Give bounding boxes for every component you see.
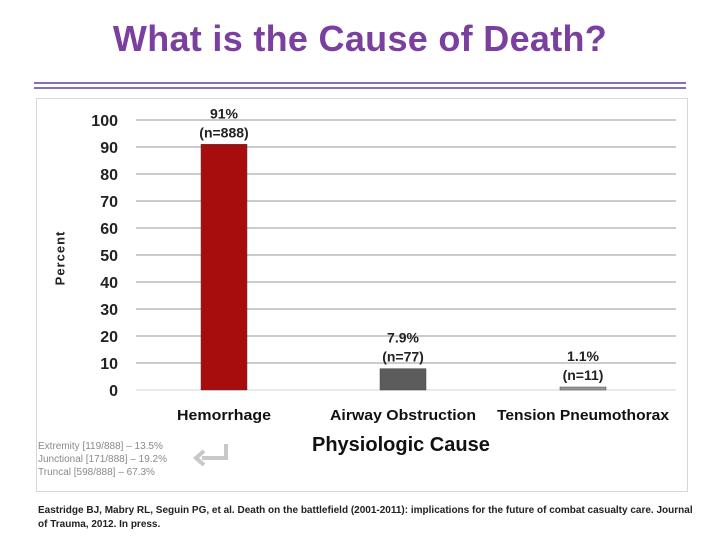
x-category-label: Airway Obstruction [330, 407, 476, 424]
x-category-label: Hemorrhage [177, 407, 271, 424]
y-tick-label: 0 [109, 383, 118, 400]
note-line-junctional: Junctional [171/888] – 19.2% [38, 454, 167, 465]
y-tick-label: 50 [100, 248, 118, 265]
y-tick-label: 20 [100, 329, 118, 346]
data-label: 1.1% [567, 348, 599, 364]
y-tick-label: 100 [91, 113, 118, 130]
bar-hemorrhage [200, 144, 248, 391]
y-tick-label: 40 [100, 275, 118, 292]
note-line-truncal: Truncal [598/888] – 67.3% [38, 467, 155, 478]
y-tick-label: 60 [100, 221, 118, 238]
y-tick-label: 80 [100, 167, 118, 184]
y-tick-label: 10 [100, 356, 118, 373]
title-divider [34, 87, 686, 89]
data-label: 91% [210, 105, 239, 121]
slide-title: What is the Cause of Death? [112, 18, 608, 59]
x-axis-title: Physiologic Cause [312, 434, 490, 456]
bar-tension-pneumothorax [559, 386, 607, 391]
title-divider [34, 82, 686, 84]
y-tick-label: 30 [100, 302, 118, 319]
data-label: (n=11) [563, 367, 604, 383]
data-label: 7.9% [387, 330, 419, 346]
data-label: (n=888) [199, 124, 248, 140]
y-axis-title: Percent [52, 230, 68, 286]
citation: Eastridge BJ, Mabry RL, Seguin PG, et al… [38, 505, 693, 530]
y-tick-label: 90 [100, 140, 118, 157]
bar-airway-obstruction [379, 368, 427, 391]
y-tick-label: 70 [100, 194, 118, 211]
location-breakdown-note: Extremity [119/888] – 13.5% Junctional [… [38, 440, 167, 479]
data-label: (n=77) [382, 349, 424, 365]
chart-frame [36, 98, 688, 492]
return-arrow-icon [192, 444, 228, 467]
x-category-label: Tension Pneumothorax [497, 407, 670, 424]
note-line-extremity: Extremity [119/888] – 13.5% [38, 441, 163, 452]
